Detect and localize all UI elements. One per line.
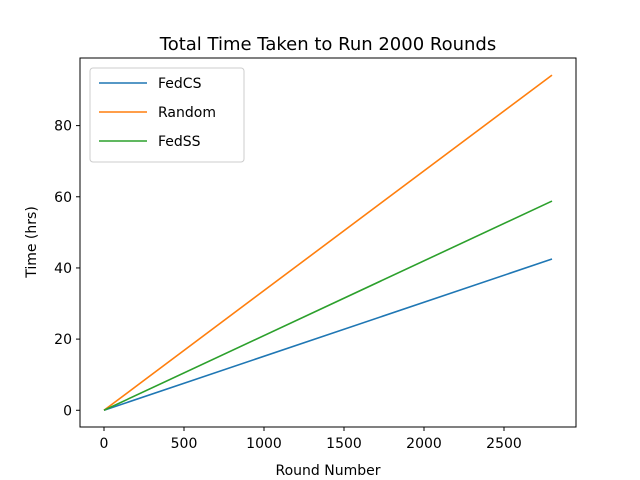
y-axis-ticks: 0 20 40 60 80 [54,119,80,419]
x-tick-label: 1500 [326,436,362,452]
y-tick-label: 60 [54,190,72,206]
chart-title: Total Time Taken to Run 2000 Rounds [159,34,496,55]
y-axis-label: Time (hrs) [24,206,40,279]
series-layer [103,74,553,412]
legend-box [89,67,245,163]
axes-frame [79,57,577,428]
x-axis-ticks: 0 500 1000 1500 2000 2500 [100,427,522,452]
x-tick-label: 0 [100,436,109,452]
x-tick-label: 500 [171,436,198,452]
y-tick-label: 40 [54,261,72,277]
legend-label-fedss: FedSS [158,134,201,150]
x-tick-label: 2000 [406,436,442,452]
y-tick-label: 0 [63,403,72,419]
series-line-fedcs [103,258,553,412]
x-tick-label: 1000 [246,436,282,452]
y-tick-label: 20 [54,332,72,348]
y-tick-label: 80 [54,119,72,135]
x-tick-label: 2500 [486,436,522,452]
legend-label-random: Random [158,105,216,121]
x-axis-label: Round Number [276,463,381,479]
plot-area: 0 500 1000 1500 2000 2500 0 20 40 60 80 [54,57,577,452]
series-line-fedss [103,200,553,412]
series-line-random [103,74,553,411]
legend-label-fedcs: FedCS [158,76,202,92]
legend: FedCS Random FedSS [89,67,245,163]
